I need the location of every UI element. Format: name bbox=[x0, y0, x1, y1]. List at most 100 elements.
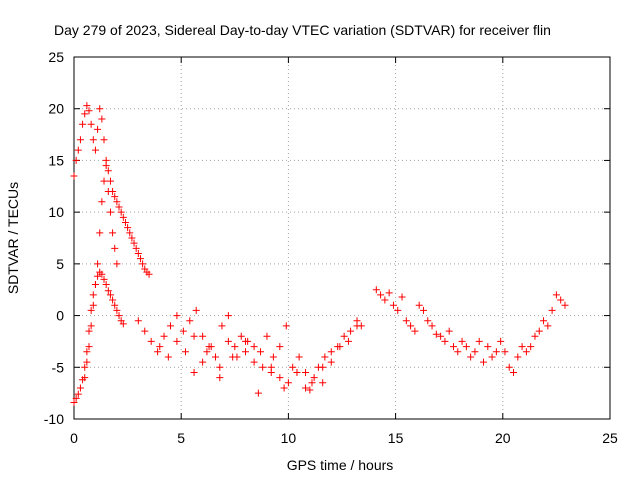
data-point bbox=[119, 320, 127, 328]
data-point bbox=[115, 203, 123, 211]
data-point bbox=[130, 239, 138, 247]
data-point bbox=[540, 317, 548, 325]
data-point bbox=[111, 244, 119, 252]
data-point bbox=[216, 374, 224, 382]
data-point bbox=[186, 317, 194, 325]
data-points bbox=[70, 102, 569, 406]
data-point bbox=[385, 289, 393, 297]
data-point bbox=[344, 337, 352, 345]
data-point bbox=[81, 374, 89, 382]
data-point bbox=[139, 260, 147, 268]
data-point bbox=[83, 358, 91, 366]
data-point bbox=[250, 343, 258, 351]
data-point bbox=[121, 218, 129, 226]
data-point bbox=[141, 327, 149, 335]
data-point bbox=[458, 337, 466, 345]
data-point bbox=[145, 270, 153, 278]
data-point bbox=[117, 208, 125, 216]
data-point bbox=[276, 374, 284, 382]
data-point bbox=[302, 384, 310, 392]
data-point bbox=[319, 379, 327, 387]
data-point bbox=[284, 379, 292, 387]
data-point bbox=[518, 343, 526, 351]
data-point bbox=[415, 301, 423, 309]
data-point bbox=[91, 281, 99, 289]
data-point bbox=[257, 348, 265, 356]
data-point bbox=[113, 198, 121, 206]
data-point bbox=[237, 332, 245, 340]
data-point bbox=[467, 353, 475, 361]
x-tick-labels: 0 5 10 15 20 25 bbox=[70, 430, 618, 446]
data-point bbox=[407, 322, 415, 330]
x-tick-label: 15 bbox=[388, 430, 404, 446]
data-point bbox=[134, 317, 142, 325]
plot-area-border bbox=[73, 56, 611, 420]
data-point bbox=[115, 312, 123, 320]
data-point bbox=[441, 337, 449, 345]
data-point bbox=[505, 363, 513, 371]
data-point bbox=[492, 348, 500, 356]
data-point bbox=[250, 358, 258, 366]
data-point bbox=[302, 368, 310, 376]
data-point bbox=[336, 343, 344, 351]
data-point bbox=[242, 337, 250, 345]
y-tick-label: 0 bbox=[56, 308, 64, 324]
y-axis-label: SDTVAR / TECUs bbox=[5, 182, 21, 294]
y-tick-label: -10 bbox=[44, 411, 64, 427]
data-point bbox=[179, 327, 187, 335]
data-point bbox=[76, 384, 84, 392]
data-point bbox=[70, 398, 78, 406]
data-point bbox=[102, 281, 110, 289]
data-point bbox=[111, 193, 119, 201]
data-point bbox=[340, 332, 348, 340]
data-point bbox=[79, 120, 87, 128]
data-point bbox=[89, 291, 97, 299]
data-point bbox=[181, 348, 189, 356]
data-point bbox=[398, 293, 406, 301]
data-point bbox=[119, 213, 127, 221]
data-point bbox=[126, 229, 134, 237]
y-tick-label: 5 bbox=[56, 256, 64, 272]
data-point bbox=[280, 384, 288, 392]
data-point bbox=[372, 286, 380, 294]
data-point bbox=[445, 327, 453, 335]
data-point bbox=[308, 379, 316, 387]
data-point bbox=[327, 358, 335, 366]
data-point bbox=[267, 363, 275, 371]
data-point bbox=[72, 156, 80, 164]
data-point bbox=[85, 343, 93, 351]
data-point bbox=[98, 115, 106, 123]
data-point bbox=[212, 353, 220, 361]
data-point bbox=[531, 332, 539, 340]
data-point bbox=[156, 343, 164, 351]
x-tick-label: 5 bbox=[177, 430, 185, 446]
data-point bbox=[94, 260, 102, 268]
data-point bbox=[106, 177, 114, 185]
chart-title: Day 279 of 2023, Sidereal Day-to-day VTE… bbox=[54, 22, 551, 38]
data-point bbox=[154, 348, 162, 356]
data-point bbox=[136, 255, 144, 263]
data-point bbox=[462, 343, 470, 351]
x-tick-label: 0 bbox=[70, 430, 78, 446]
data-point bbox=[106, 208, 114, 216]
data-point bbox=[552, 291, 560, 299]
y-tick-label: 15 bbox=[48, 152, 64, 168]
data-point bbox=[72, 394, 80, 402]
data-point bbox=[89, 301, 97, 309]
data-point bbox=[134, 250, 142, 258]
data-point bbox=[510, 368, 518, 376]
data-point bbox=[289, 363, 297, 371]
data-point bbox=[276, 343, 284, 351]
data-point bbox=[424, 317, 432, 325]
data-point bbox=[104, 187, 112, 195]
data-point bbox=[514, 353, 522, 361]
data-point bbox=[113, 306, 121, 314]
data-point bbox=[319, 363, 327, 371]
data-point bbox=[224, 337, 232, 345]
data-point bbox=[100, 136, 108, 144]
data-point bbox=[282, 322, 290, 330]
x-tick-label: 10 bbox=[281, 430, 297, 446]
y-tick-label: 10 bbox=[48, 204, 64, 220]
data-point bbox=[192, 306, 200, 314]
